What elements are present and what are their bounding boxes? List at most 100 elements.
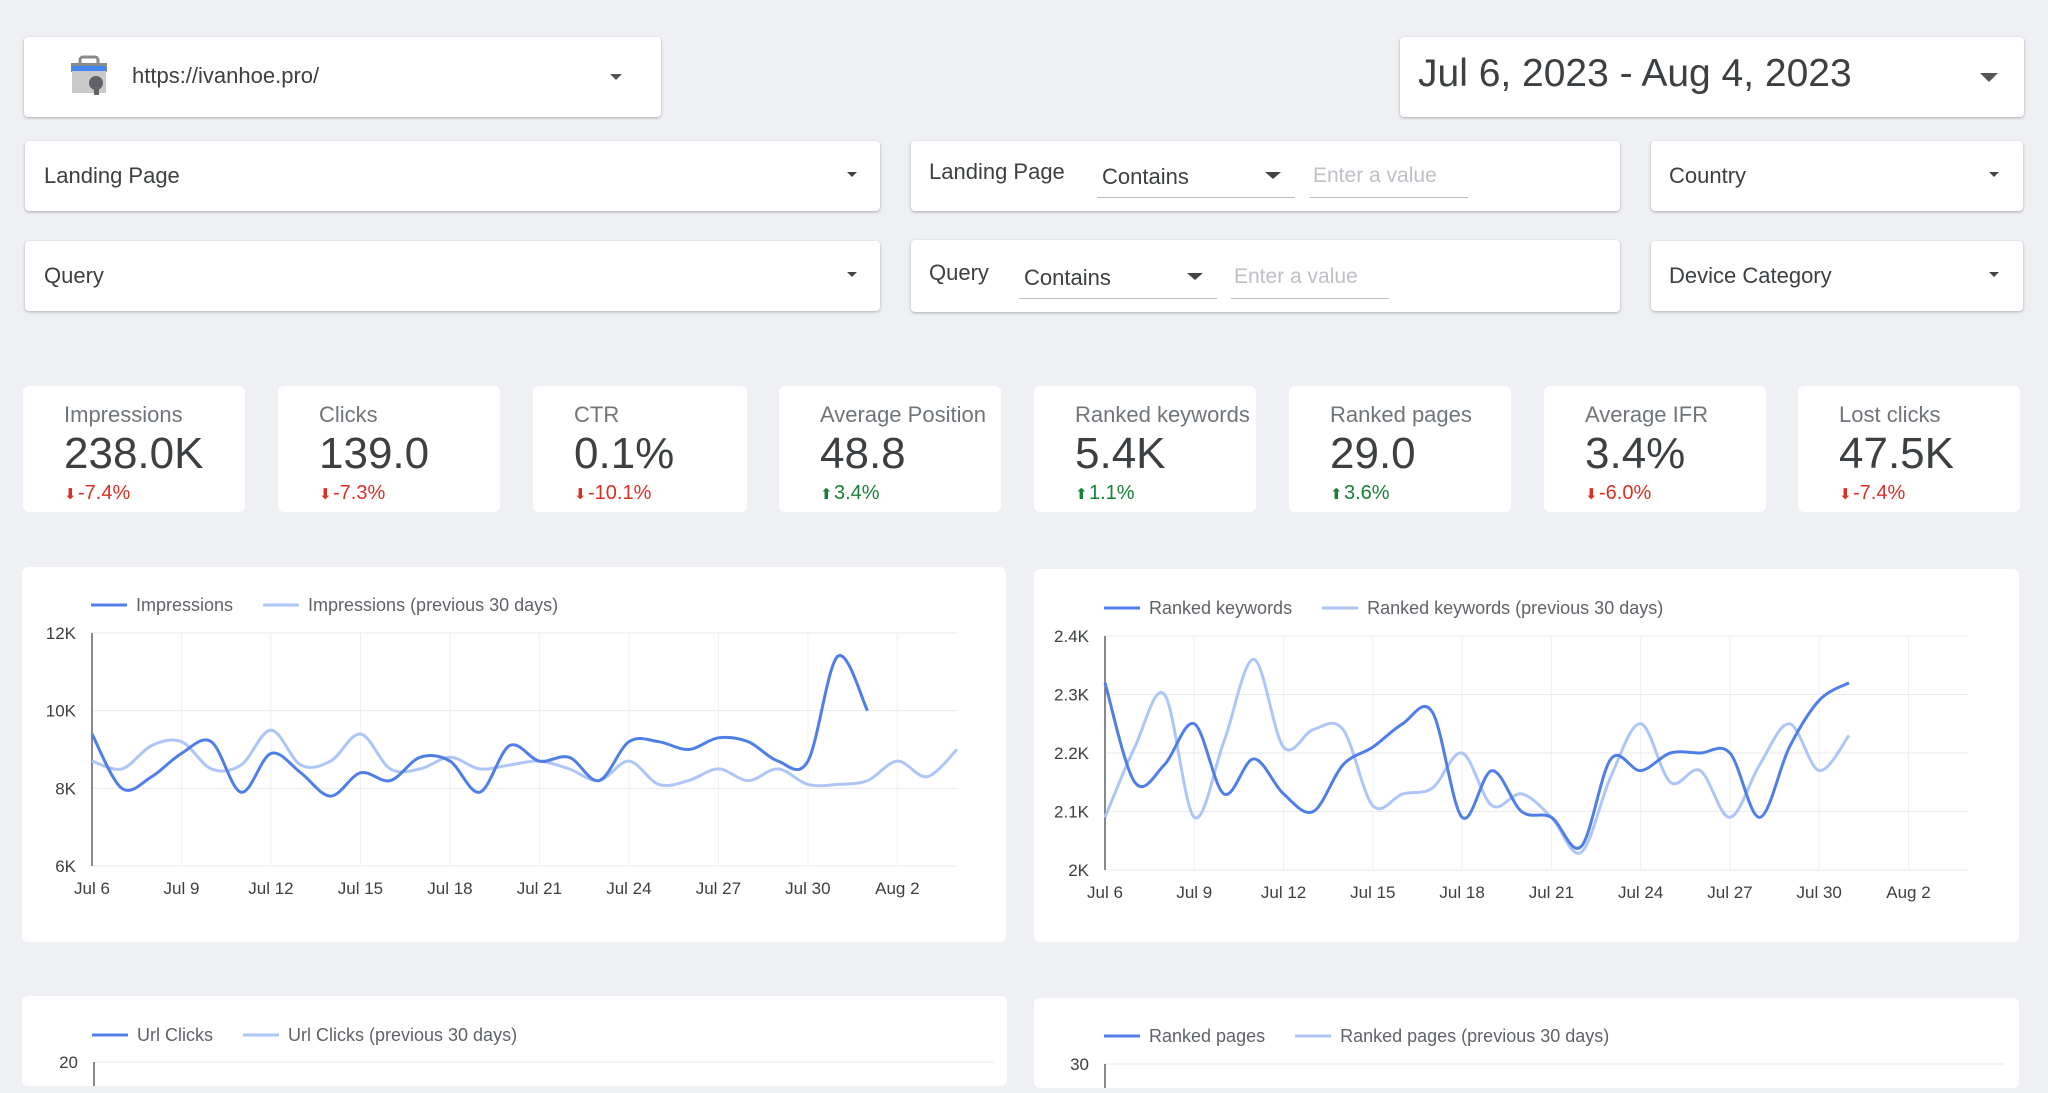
kpi-delta: ⬆1.1% [1075,482,1135,505]
query-filter: Query Contains Enter a value [911,240,1620,312]
x-tick-label: Jul 9 [1176,883,1212,902]
landing-page-select-label: Landing Page [44,163,180,188]
landing-page-value-input[interactable]: Enter a value [1310,155,1468,198]
x-tick-label: Jul 24 [1618,883,1663,902]
query-operator-select[interactable]: Contains [1019,256,1217,299]
arrow-down-icon: ⬇ [64,486,77,503]
arrow-up-icon: ⬆ [1330,486,1343,503]
y-tick-label: 20 [59,1053,78,1072]
kpi-delta-value: 3.6% [1344,482,1390,504]
arrow-down-icon: ⬇ [1839,486,1852,503]
arrow-down-icon: ⬇ [319,486,332,503]
kpi-delta: ⬆3.6% [1330,482,1390,505]
kpi-card: Clicks 139.0 ⬇-7.3% [278,386,500,512]
series-line [91,728,959,788]
impressions-chart: Impressions Impressions (previous 30 days… [46,595,959,898]
x-tick-label: Jul 18 [427,879,472,898]
x-tick-label: Jul 9 [164,879,200,898]
site-url: https://ivanhoe.pro/ [132,63,320,88]
kpi-delta: ⬇-10.1% [574,482,651,505]
x-tick-label: Jul 21 [1529,883,1574,902]
x-tick-label: Jul 21 [517,879,562,898]
query-value-input[interactable]: Enter a value [1231,256,1389,299]
legend-label: Ranked pages (previous 30 days) [1340,1026,1609,1046]
x-tick-label: Jul 18 [1439,883,1484,902]
x-tick-label: Jul 12 [248,879,293,898]
y-tick-label: 2.3K [1054,686,1090,705]
ranked-pages-chart: Ranked pages Ranked pages (previous 30 da… [1070,1026,2005,1088]
query-value-placeholder: Enter a value [1234,265,1358,288]
legend-label: Ranked keywords (previous 30 days) [1367,598,1663,618]
kpi-delta: ⬇-7.4% [64,482,130,505]
kpi-delta-value: -7.4% [78,482,131,504]
kpi-value: 48.8 [820,429,906,478]
landing-page-filter-label: Landing Page [929,159,1065,184]
x-tick-label: Jul 6 [1087,883,1123,902]
x-tick-label: Jul 12 [1261,883,1306,902]
kpi-card: Average Position 48.8 ⬆3.4% [779,386,1001,512]
arrow-down-icon: ⬇ [574,486,587,503]
x-tick-label: Aug 2 [875,879,919,898]
query-select-label: Query [44,263,104,288]
impressions-chart-card: Impressions Impressions (previous 30 days… [22,567,1006,942]
legend-label: Impressions [136,595,233,615]
ranked-keywords-chart: Ranked keywords Ranked keywords (previous… [1054,598,1968,902]
query-select[interactable]: Query [25,241,880,311]
site-selector[interactable]: https://ivanhoe.pro/ [24,37,661,117]
country-select-label: Country [1669,163,1747,188]
kpi-value: 238.0K [64,429,204,478]
kpi-delta: ⬆3.4% [820,482,880,505]
kpi-title: Ranked pages [1330,402,1472,427]
series-line [1103,681,1850,850]
kpi-value: 29.0 [1330,429,1416,478]
device-category-select[interactable]: Device Category [1651,241,2023,311]
kpi-value: 139.0 [319,429,430,478]
kpi-title: Lost clicks [1839,402,1941,427]
kpi-delta: ⬇-6.0% [1585,482,1651,505]
kpi-title: CTR [574,402,620,427]
kpi-card: CTR 0.1% ⬇-10.1% [533,386,747,512]
kpi-value: 5.4K [1075,429,1166,478]
date-range-text: Jul 6, 2023 - Aug 4, 2023 [1418,52,1852,95]
caret-down-icon[interactable] [1980,73,1998,82]
landing-page-operator-select[interactable]: Contains [1097,155,1295,198]
y-tick-label: 10K [46,702,77,721]
kpi-title: Impressions [64,402,183,427]
y-tick-label: 2.1K [1054,803,1090,822]
kpi-title: Clicks [319,402,378,427]
caret-down-icon [847,172,857,177]
search-console-icon [68,55,110,97]
y-tick-label: 2.2K [1054,744,1090,763]
x-tick-label: Jul 15 [1350,883,1395,902]
query-filter-label: Query [929,260,989,285]
x-tick-label: Aug 2 [1886,883,1930,902]
landing-page-filter: Landing Page Contains Enter a value [911,141,1620,211]
kpi-card: Average IFR 3.4% ⬇-6.0% [1544,386,1766,512]
date-range-picker[interactable]: Jul 6, 2023 - Aug 4, 2023 [1400,37,2024,117]
caret-down-icon[interactable] [610,74,622,80]
arrow-down-icon: ⬇ [1585,486,1598,503]
kpi-delta-value: 1.1% [1089,482,1135,504]
kpi-card: Impressions 238.0K ⬇-7.4% [23,386,245,512]
kpi-delta-value: -6.0% [1599,482,1652,504]
x-tick-label: Jul 27 [1707,883,1752,902]
legend-label: Impressions (previous 30 days) [308,595,558,615]
x-tick-label: Jul 15 [338,879,383,898]
y-tick-label: 8K [55,779,76,798]
url-clicks-chart: Url Clicks Url Clicks (previous 30 days) 2… [59,1025,994,1086]
legend-label: Ranked pages [1149,1026,1265,1046]
x-tick-label: Jul 6 [74,879,110,898]
url-clicks-chart-card: Url Clicks Url Clicks (previous 30 days) 2… [22,996,1007,1086]
kpi-delta-value: -10.1% [588,482,652,504]
x-tick-label: Jul 24 [606,879,651,898]
kpi-card: Ranked keywords 5.4K ⬆1.1% [1034,386,1256,512]
kpi-title: Average IFR [1585,402,1709,427]
y-tick-label: 2K [1068,861,1089,880]
kpi-title: Ranked keywords [1075,402,1250,427]
landing-page-select[interactable]: Landing Page [25,141,880,211]
arrow-up-icon: ⬆ [1075,486,1088,503]
country-select[interactable]: Country [1651,141,2023,211]
x-tick-label: Jul 27 [696,879,741,898]
y-tick-label: 30 [1070,1055,1089,1074]
caret-down-icon [1187,273,1203,280]
